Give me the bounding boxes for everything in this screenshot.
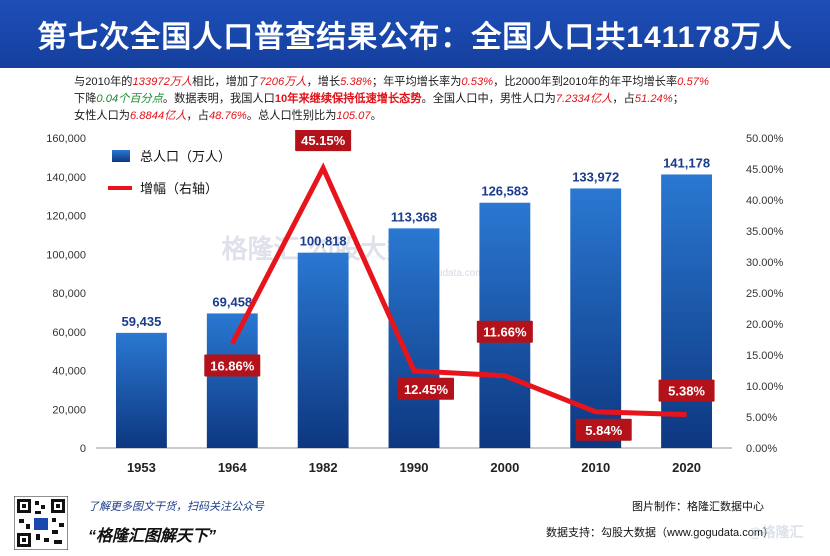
bar-value-label: 59,435 xyxy=(122,314,162,329)
summary-highlight: 0.53% xyxy=(461,76,494,88)
y-left-tick-label: 160,000 xyxy=(46,133,86,145)
x-tick-label: 2000 xyxy=(490,460,519,475)
growth-label-box xyxy=(476,320,533,343)
summary-seg: ，占 xyxy=(186,110,209,122)
x-tick-label: 1953 xyxy=(127,460,156,475)
y-right-tick-label: 0.00% xyxy=(746,443,777,455)
growth-label-box xyxy=(575,418,632,441)
y-right-tick-label: 10.00% xyxy=(746,381,784,393)
bar xyxy=(115,332,167,448)
x-tick-label: 1964 xyxy=(218,460,248,475)
growth-value-label: 11.66% xyxy=(483,325,527,340)
y-right-tick-label: 30.00% xyxy=(746,257,784,269)
bar-value-label: 100,818 xyxy=(300,234,347,249)
growth-value-label: 12.45% xyxy=(404,382,449,397)
center-watermark-url: www.gogudata.com xyxy=(395,268,483,279)
y-right-tick-label: 20.00% xyxy=(746,319,784,331)
summary-highlight: 10年来继续保持低速增长态势 xyxy=(274,93,422,105)
y-right-tick-label: 15.00% xyxy=(746,350,784,362)
footer-made-by: 图片制作：格隆汇数据中心 xyxy=(632,501,764,513)
y-left-tick-label: 120,000 xyxy=(46,211,86,223)
bar-value-label: 69,458 xyxy=(212,294,252,309)
y-left-tick-label: 100,000 xyxy=(46,249,86,261)
growth-label-box xyxy=(658,379,715,402)
bar-value-label: 141,178 xyxy=(663,155,710,170)
x-tick-label: 1990 xyxy=(400,460,429,475)
summary-highlight: 6.8844亿人 xyxy=(129,110,187,122)
y-right-tick-label: 35.00% xyxy=(746,226,784,238)
bar xyxy=(388,228,440,448)
footer-slogan: “格隆汇图解天下” xyxy=(88,528,217,545)
y-left-tick-label: 40,000 xyxy=(52,366,86,378)
summary-seg: ；年平均增长率为 xyxy=(371,76,462,88)
summary-highlight: 0.04个百分点 xyxy=(96,93,163,105)
title-banner: 第七次全国人口普查结果公布：全国人口共141178万人 xyxy=(0,0,830,68)
bar xyxy=(570,188,622,448)
population-chart: 0 20,000 40,000 60,000 80,000 100,000 120,000 1… xyxy=(46,130,784,475)
summary-seg: ，增长 xyxy=(306,76,341,88)
growth-label-box xyxy=(295,130,352,152)
growth-label-box xyxy=(204,354,261,377)
summary-highlight: 7.2334亿人 xyxy=(555,93,613,105)
bar-value-label: 133,972 xyxy=(572,169,619,184)
bar xyxy=(206,313,258,448)
summary-highlight: 105.07 xyxy=(336,110,371,122)
growth-label-box xyxy=(398,377,454,400)
x-tick-label: 2010 xyxy=(581,460,610,475)
page-title: 第七次全国人口普查结果公布：全国人口共141178万人 xyxy=(37,21,793,54)
summary-highlight: 51.24% xyxy=(634,93,673,105)
y-left-tick-label: 0 xyxy=(80,443,86,455)
summary-seg: 。数据表明，我国人口 xyxy=(162,93,275,105)
summary-highlight: 48.76% xyxy=(208,110,247,122)
summary-seg: ，占 xyxy=(612,93,635,105)
legend-line-label: 增幅（右轴） xyxy=(140,182,218,197)
y-left-tick-label: 20,000 xyxy=(52,404,86,416)
x-tick-label: 1982 xyxy=(309,460,338,475)
bar xyxy=(297,252,349,448)
summary-highlight: 5.38% xyxy=(340,76,372,88)
summary-highlight: 0.57% xyxy=(677,76,709,88)
legend-bar-swatch xyxy=(112,150,130,162)
growth-value-label: 5.38% xyxy=(668,384,705,399)
summary-seg: 。总人口性别比为 xyxy=(246,110,337,122)
summary-seg: 。全国人口中，男性人口为 xyxy=(421,93,556,105)
summary-seg: ； xyxy=(672,93,684,105)
y-right-tick-label: 5.00% xyxy=(746,412,777,424)
summary-seg: 女性人口为 xyxy=(74,110,130,122)
qr-code-icon xyxy=(14,496,68,550)
y-right-tick-label: 50.00% xyxy=(746,133,784,145)
summary-seg: 下降 xyxy=(74,93,97,105)
y-left-tick-label: 140,000 xyxy=(46,172,86,184)
y-right-tick-label: 45.00% xyxy=(746,164,784,176)
bar xyxy=(661,174,713,448)
corner-watermark: @格隆汇 xyxy=(748,524,804,540)
summary-seg: 相比，增加了 xyxy=(192,76,260,88)
summary-highlight: 133972万人 xyxy=(132,76,193,88)
growth-value-label: 16.86% xyxy=(210,358,255,373)
summary-text: 与2010年的133972万人相比，增加了7206万人，增长5.38%；年平均增… xyxy=(74,74,814,125)
summary-seg: 。 xyxy=(370,110,382,122)
bar-value-label: 113,368 xyxy=(391,209,437,224)
summary-seg: ，比2000年到2010年的年平均增长率 xyxy=(493,76,678,88)
legend-bar-label: 总人口（万人） xyxy=(140,150,231,165)
y-right-tick-label: 40.00% xyxy=(746,195,784,207)
footer-promo: 了解更多图文干货，扫码关注公众号 xyxy=(88,501,264,513)
growth-line xyxy=(230,162,687,418)
growth-value-label: 5.84% xyxy=(585,423,622,438)
y-right-tick-label: 25.00% xyxy=(746,288,784,300)
y-left-tick-label: 60,000 xyxy=(52,327,86,339)
y-left-tick-label: 80,000 xyxy=(52,288,86,300)
growth-value-label: 45.15% xyxy=(301,133,346,148)
footer-data-support: 数据支持：勾股大数据（www.gogudata.com） xyxy=(546,527,774,539)
summary-highlight: 7206万人 xyxy=(259,76,307,88)
summary-seg: 与2010年的 xyxy=(74,76,133,88)
bar-value-label: 126,583 xyxy=(481,184,528,199)
x-tick-label: 2020 xyxy=(672,460,701,475)
footer: 了解更多图文干货，扫码关注公众号 “格隆汇图解天下” 图片制作：格隆汇数据中心 … xyxy=(0,486,830,556)
